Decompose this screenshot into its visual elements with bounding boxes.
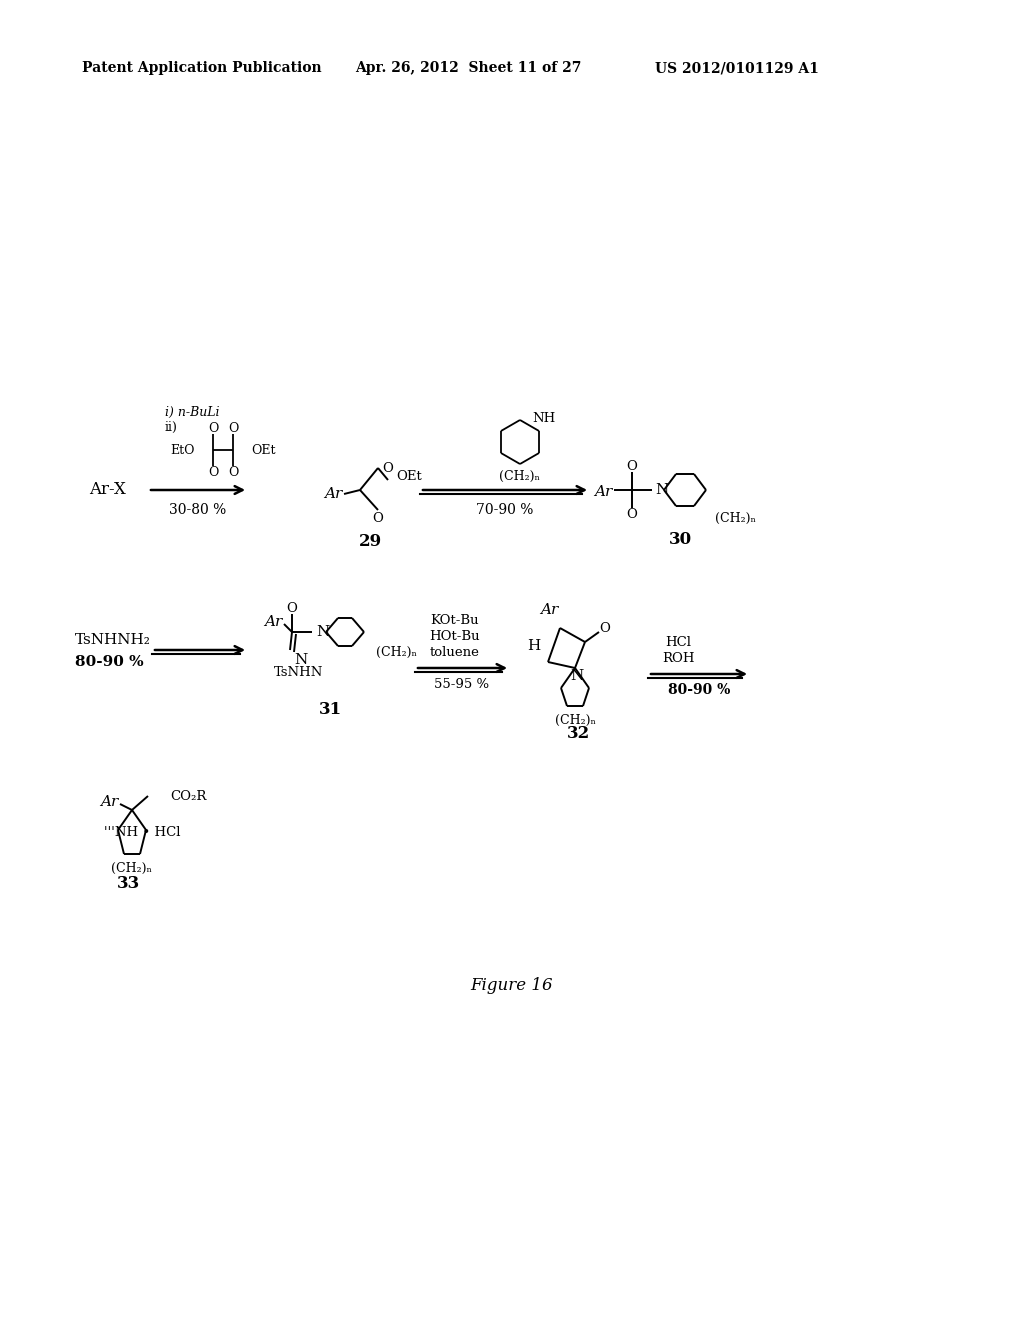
Text: O: O bbox=[227, 421, 239, 434]
Text: (CH₂)ₙ: (CH₂)ₙ bbox=[555, 714, 596, 726]
Text: '''NH • HCl: '''NH • HCl bbox=[104, 825, 180, 838]
Text: i) n-BuLi: i) n-BuLi bbox=[165, 405, 219, 418]
Text: TsNHNH₂: TsNHNH₂ bbox=[75, 634, 151, 647]
Text: Ar: Ar bbox=[99, 795, 118, 809]
Text: Ar: Ar bbox=[594, 484, 612, 499]
Text: 80-90 %: 80-90 % bbox=[668, 682, 730, 697]
Text: Ar: Ar bbox=[324, 487, 342, 502]
Text: N: N bbox=[316, 624, 330, 639]
Text: 30-80 %: 30-80 % bbox=[169, 503, 226, 517]
Text: Ar: Ar bbox=[540, 603, 558, 616]
Text: (CH₂)ₙ: (CH₂)ₙ bbox=[112, 862, 153, 874]
Text: (CH₂)ₙ: (CH₂)ₙ bbox=[376, 645, 417, 659]
Text: H: H bbox=[527, 639, 541, 653]
Text: HOt-Bu: HOt-Bu bbox=[430, 630, 480, 643]
Text: O: O bbox=[287, 602, 297, 615]
Text: 31: 31 bbox=[318, 701, 342, 718]
Text: OEt: OEt bbox=[396, 470, 422, 483]
Text: O: O bbox=[373, 511, 383, 524]
Text: 32: 32 bbox=[567, 726, 591, 742]
Text: (CH₂)ₙ: (CH₂)ₙ bbox=[715, 511, 756, 524]
Text: US 2012/0101129 A1: US 2012/0101129 A1 bbox=[655, 61, 819, 75]
Text: Apr. 26, 2012  Sheet 11 of 27: Apr. 26, 2012 Sheet 11 of 27 bbox=[355, 61, 582, 75]
Text: ROH: ROH bbox=[662, 652, 694, 664]
Text: (CH₂)ₙ: (CH₂)ₙ bbox=[500, 470, 541, 483]
Text: 70-90 %: 70-90 % bbox=[476, 503, 534, 517]
Text: 30: 30 bbox=[669, 532, 691, 549]
Text: O: O bbox=[383, 462, 393, 474]
Text: O: O bbox=[208, 421, 218, 434]
Text: Ar: Ar bbox=[264, 615, 282, 630]
Text: 55-95 %: 55-95 % bbox=[434, 677, 489, 690]
Text: O: O bbox=[627, 459, 637, 473]
Text: CO₂R: CO₂R bbox=[170, 789, 207, 803]
Text: N: N bbox=[655, 483, 669, 498]
Text: toluene: toluene bbox=[430, 645, 480, 659]
Text: 33: 33 bbox=[117, 875, 139, 892]
Text: O: O bbox=[208, 466, 218, 479]
Text: Patent Application Publication: Patent Application Publication bbox=[82, 61, 322, 75]
Text: NH: NH bbox=[532, 412, 555, 425]
Text: N: N bbox=[294, 653, 307, 667]
Text: Figure 16: Figure 16 bbox=[471, 977, 553, 994]
Text: Ar-X: Ar-X bbox=[89, 482, 126, 499]
Text: N: N bbox=[570, 669, 584, 682]
Text: O: O bbox=[600, 622, 610, 635]
Text: HCl: HCl bbox=[665, 635, 691, 648]
Text: OEt: OEt bbox=[251, 444, 275, 457]
Text: O: O bbox=[227, 466, 239, 479]
Text: TsNHN: TsNHN bbox=[274, 665, 324, 678]
Text: EtO: EtO bbox=[171, 444, 195, 457]
Text: O: O bbox=[627, 507, 637, 520]
Text: ii): ii) bbox=[165, 421, 178, 433]
Text: 80-90 %: 80-90 % bbox=[75, 655, 143, 669]
Text: KOt-Bu: KOt-Bu bbox=[431, 614, 479, 627]
Text: 29: 29 bbox=[358, 533, 382, 550]
